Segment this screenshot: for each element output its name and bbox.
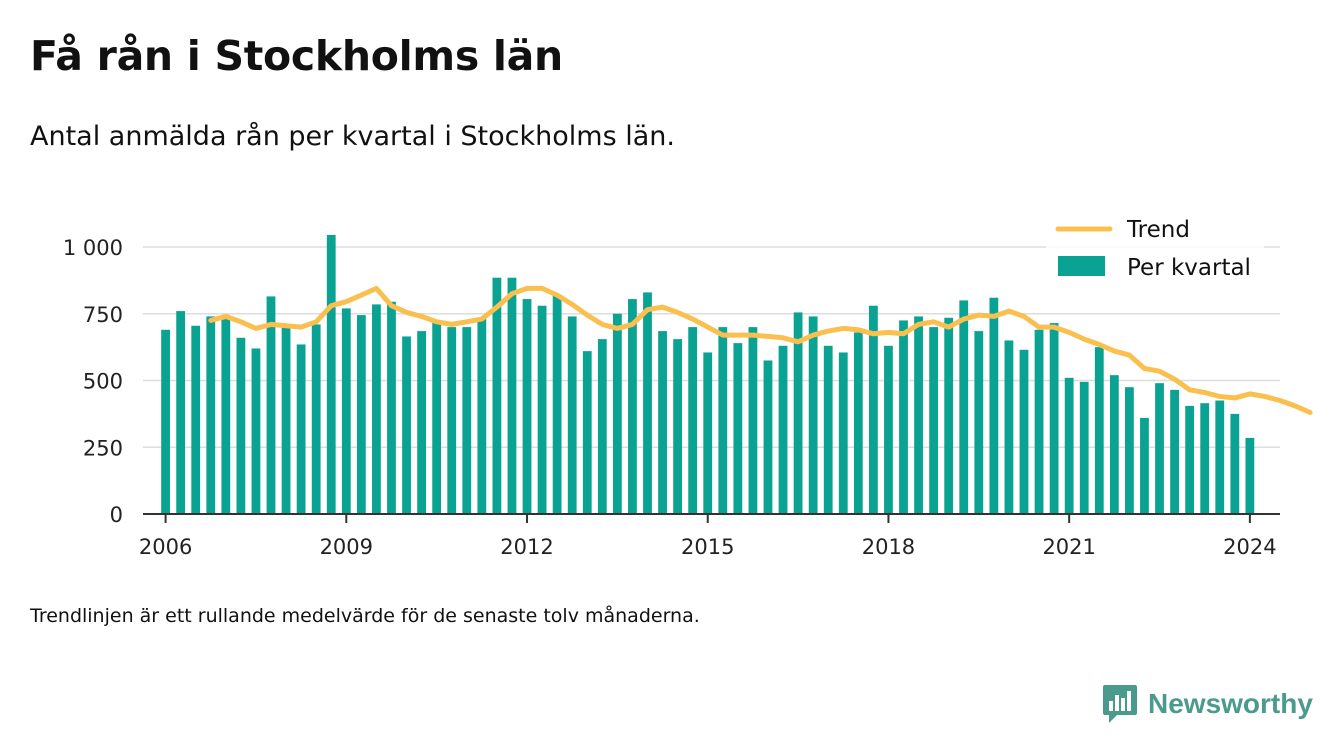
bar-2023-Q1 — [1185, 406, 1194, 514]
bar-2018-Q4 — [929, 327, 938, 514]
bar-2006-Q1 — [161, 330, 170, 514]
bar-2006-Q4 — [206, 316, 215, 514]
bar-2015-Q2 — [718, 327, 727, 514]
bar-2013-Q1 — [583, 351, 592, 514]
bar-2014-Q1 — [643, 292, 652, 514]
bar-2014-Q2 — [658, 331, 667, 514]
bar-2016-Q4 — [809, 316, 818, 514]
bar-2011-Q4 — [508, 278, 517, 514]
bar-2018-Q1 — [884, 346, 893, 514]
y-tick-label: 1 000 — [63, 236, 123, 260]
bar-2019-Q1 — [944, 318, 953, 514]
x-tick-label: 2024 — [1223, 535, 1276, 559]
bar-2016-Q1 — [764, 360, 773, 514]
bar-2022-Q1 — [1125, 387, 1134, 514]
bar-2015-Q4 — [749, 327, 758, 514]
bar-2010-Q4 — [447, 327, 456, 514]
bar-2020-Q2 — [1020, 350, 1029, 514]
bar-2009-Q2 — [357, 315, 366, 514]
bar-2011-Q2 — [477, 319, 486, 514]
y-axis-ticks: 0 250 500 750 1 000 — [63, 236, 123, 527]
x-tick-label: 2009 — [320, 535, 373, 559]
chart-footnote: Trendlinjen är ett rullande medelvärde f… — [30, 605, 700, 627]
bar-2013-Q2 — [598, 339, 607, 514]
brand-name: Newsworthy — [1148, 688, 1313, 720]
bar-2012-Q2 — [538, 306, 547, 514]
bar-2019-Q2 — [959, 300, 968, 514]
bar-2022-Q4 — [1170, 390, 1179, 514]
bar-2016-Q2 — [779, 346, 788, 514]
bar-2013-Q3 — [613, 314, 622, 514]
bar-2007-Q2 — [236, 338, 245, 514]
y-tick-label: 0 — [110, 503, 123, 527]
bar-2018-Q2 — [899, 320, 908, 514]
bar-2020-Q4 — [1050, 323, 1059, 514]
bar-2008-Q3 — [312, 324, 321, 514]
bar-2017-Q3 — [854, 332, 863, 514]
bar-2008-Q4 — [327, 235, 336, 514]
bar-2012-Q3 — [553, 295, 562, 514]
bar-2019-Q3 — [974, 331, 983, 514]
x-tick-label: 2006 — [139, 535, 192, 559]
x-axis-ticks: 2006 2009 2012 2015 2018 2021 2024 — [139, 514, 1277, 559]
bar-2008-Q2 — [297, 344, 306, 514]
bar-2007-Q3 — [252, 348, 261, 514]
newsworthy-logo: Newsworthy — [1102, 682, 1313, 726]
bar-2008-Q1 — [282, 327, 291, 514]
x-tick-label: 2021 — [1042, 535, 1095, 559]
bar-2011-Q3 — [493, 278, 502, 514]
bar-2020-Q1 — [1005, 340, 1014, 514]
legend-bar-swatch — [1058, 256, 1105, 276]
bar-2020-Q3 — [1035, 330, 1044, 514]
bar-2010-Q3 — [432, 320, 441, 514]
bar-2017-Q4 — [869, 306, 878, 514]
bar-2009-Q4 — [387, 302, 396, 514]
bar-2023-Q3 — [1215, 401, 1224, 514]
bar-chart: 0 250 500 750 1 000 2006 2009 2012 2015 2018 2021… — [0, 0, 1340, 600]
x-tick-label: 2015 — [681, 535, 734, 559]
bar-2014-Q4 — [688, 327, 697, 514]
bar-2015-Q1 — [703, 352, 712, 514]
bar-2018-Q3 — [914, 316, 923, 514]
bar-2017-Q2 — [839, 352, 848, 514]
bar-2021-Q4 — [1110, 375, 1119, 514]
legend: Trend Per kvartal — [1046, 208, 1264, 290]
y-tick-label: 250 — [83, 436, 123, 460]
bar-2023-Q4 — [1230, 414, 1239, 514]
bar-2021-Q3 — [1095, 347, 1104, 514]
bar-2012-Q1 — [523, 299, 532, 514]
bar-2017-Q1 — [824, 346, 833, 514]
bar-2010-Q2 — [417, 331, 426, 514]
bar-2012-Q4 — [568, 316, 577, 514]
bar-2010-Q1 — [402, 336, 411, 514]
bar-2011-Q1 — [462, 327, 471, 514]
bar-2024-Q1 — [1245, 438, 1254, 514]
bar-2009-Q1 — [342, 308, 351, 514]
bar-2015-Q3 — [733, 343, 742, 514]
y-tick-label: 750 — [83, 303, 123, 327]
bar-2021-Q1 — [1065, 378, 1074, 514]
bar-2021-Q2 — [1080, 382, 1089, 514]
bar-2013-Q4 — [628, 299, 637, 514]
x-tick-label: 2018 — [862, 535, 915, 559]
legend-trend-label: Trend — [1126, 217, 1190, 243]
bar-2006-Q2 — [176, 311, 185, 514]
bar-2007-Q1 — [221, 316, 230, 514]
x-tick-label: 2012 — [500, 535, 553, 559]
bar-2023-Q2 — [1200, 403, 1209, 514]
bar-2014-Q3 — [673, 339, 682, 514]
newsworthy-bar-chart-icon — [1102, 683, 1138, 725]
bar-2009-Q3 — [372, 304, 381, 514]
bar-2019-Q4 — [989, 298, 998, 514]
bar-2006-Q3 — [191, 326, 200, 514]
bar-2022-Q2 — [1140, 418, 1149, 514]
y-tick-label: 500 — [83, 370, 123, 394]
bar-2022-Q3 — [1155, 383, 1164, 514]
legend-bar-label: Per kvartal — [1127, 255, 1251, 281]
bar-2007-Q4 — [267, 296, 276, 514]
